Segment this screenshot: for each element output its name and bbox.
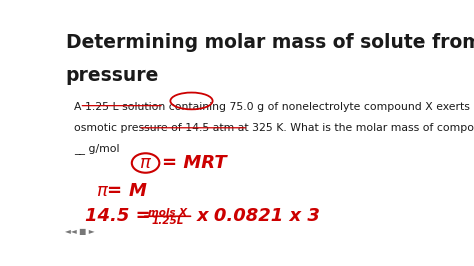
- Text: $\pi$= M: $\pi$= M: [96, 182, 148, 200]
- Text: $\pi$: $\pi$: [139, 154, 152, 172]
- Text: x 0.0821 x 3: x 0.0821 x 3: [197, 207, 321, 225]
- Text: pressure: pressure: [66, 66, 159, 85]
- Text: = MRT: = MRT: [162, 154, 227, 172]
- Text: 1.25L: 1.25L: [151, 216, 184, 226]
- Text: Determining molar mass of solute from osmotic: Determining molar mass of solute from os…: [66, 33, 474, 52]
- Text: ◄◄ ■ ►: ◄◄ ■ ►: [65, 227, 94, 236]
- Text: __ g/mol: __ g/mol: [74, 144, 119, 155]
- Text: mols X: mols X: [148, 207, 187, 218]
- Text: osmotic pressure of 14.5 atm at 325 K. What is the molar mass of compound X?: osmotic pressure of 14.5 atm at 325 K. W…: [74, 123, 474, 133]
- Text: 14.5 =: 14.5 =: [85, 207, 151, 225]
- Text: A 1.25 L solution containing 75.0 g of nonelectrolyte compound X exerts an: A 1.25 L solution containing 75.0 g of n…: [74, 102, 474, 111]
